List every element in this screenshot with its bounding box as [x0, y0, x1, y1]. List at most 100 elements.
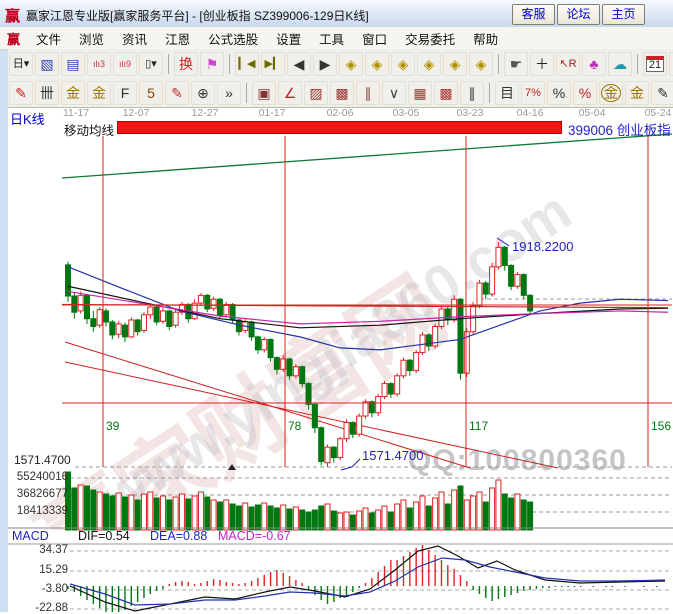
gann-count-label-117: 117 — [469, 419, 489, 433]
price-annotation-1571.4700: 1571.4700 — [362, 448, 424, 463]
calendar-icon[interactable]: 21 — [643, 52, 667, 76]
menu-item-公式选股[interactable]: 公式选股 — [208, 32, 259, 47]
magic-tool-icon[interactable]: ♣ — [582, 52, 606, 76]
brush-icon[interactable]: ✎ — [9, 81, 33, 105]
more-chevron-icon: » — [225, 85, 233, 101]
ruler-pen-icon[interactable]: ✎ — [651, 81, 673, 105]
chart-9-icon[interactable]: ılı9 — [113, 52, 137, 76]
vee-line-icon: ∨ — [388, 85, 400, 101]
menu-item-文件[interactable]: 文件 — [36, 32, 62, 47]
calculator-icon[interactable]: ▦ — [669, 52, 673, 76]
f-grid-icon: F — [120, 85, 130, 101]
compress-left-icon[interactable]: ◈ — [339, 52, 363, 76]
left-frame-strip — [0, 49, 8, 612]
volume-axis-label: 36826677 — [16, 488, 68, 500]
compress-right-icon[interactable]: ◈ — [365, 52, 389, 76]
percent-lines-icon[interactable]: % — [573, 81, 597, 105]
gann-grid-icon: 卌 — [40, 85, 54, 101]
gold-grid-icon[interactable]: 金 — [61, 81, 85, 105]
boxed-grid-icon[interactable]: ▩ — [330, 81, 354, 105]
color-flag-icon[interactable]: ⚑ — [200, 52, 224, 76]
crosshair-icon[interactable]: ＋ — [530, 52, 554, 76]
circle-grid-icon: ⊕ — [197, 85, 209, 101]
zoom-out-icon[interactable]: ◈ — [391, 52, 415, 76]
next-page-button-icon: ▶ — [319, 56, 331, 72]
percent-lines-icon: % — [578, 85, 592, 101]
macd-dif-value: DIF=0.54 — [78, 529, 130, 543]
f-grid-icon[interactable]: F — [113, 81, 137, 105]
titlebar-button-客服[interactable]: 客服 — [512, 4, 555, 25]
date-label-12-07: 12-07 — [122, 107, 150, 119]
color-flag-icon: ⚑ — [205, 56, 219, 72]
parallel-lines-icon[interactable]: ∥ — [460, 81, 484, 105]
region-select-icon[interactable]: ↖R — [556, 52, 580, 76]
macd-axis-label: 15.29 — [39, 564, 68, 576]
date-label-03-23: 03-23 — [456, 107, 484, 119]
toolbar-separator — [246, 83, 247, 103]
box-tool-icon[interactable]: ▣ — [252, 81, 276, 105]
boxed-fan-icon[interactable]: ▨ — [304, 81, 328, 105]
candle-style-selector[interactable]: ▯▾ — [139, 52, 163, 76]
titlebar-button-主页[interactable]: 主页 — [602, 4, 645, 25]
info-icon[interactable]: ▤ — [61, 52, 85, 76]
expand-icon[interactable]: ◈ — [443, 52, 467, 76]
menu-item-交易委托[interactable]: 交易委托 — [405, 32, 456, 47]
slant-lines-icon[interactable]: ∥ — [356, 81, 380, 105]
menu-item-浏览[interactable]: 浏览 — [79, 32, 105, 47]
vee-line-icon[interactable]: ∨ — [382, 81, 406, 105]
period-day-selector-icon: 日▾ — [12, 57, 30, 70]
symbol-label: 399006 创业板指 — [568, 123, 671, 138]
date-label-05-04: 05-04 — [578, 107, 606, 119]
circle-gold-icon[interactable]: 金 — [599, 81, 623, 105]
gold-grid2-icon[interactable]: 金 — [87, 81, 111, 105]
fan-lines-icon[interactable]: ∠ — [278, 81, 302, 105]
boxed-grid-icon: ▩ — [335, 85, 349, 101]
titlebar-button-论坛[interactable]: 论坛 — [557, 4, 600, 25]
exchange-icon[interactable]: 换 — [174, 52, 198, 76]
zoom-in-icon[interactable]: ◈ — [417, 52, 441, 76]
gann-grid-icon[interactable]: 卌 — [35, 81, 59, 105]
chart-3-icon[interactable]: ılı3 — [87, 52, 111, 76]
prev-page-button[interactable]: ◀ — [287, 52, 311, 76]
five-grid-icon[interactable]: 5 — [139, 81, 163, 105]
pan-hand-icon: ☛ — [509, 56, 523, 72]
volume-axis-label: 18413339 — [16, 505, 68, 517]
stats-bars-icon[interactable]: 目 — [495, 81, 519, 105]
menu-item-窗口[interactable]: 窗口 — [362, 32, 388, 47]
menu-item-设置[interactable]: 设置 — [276, 32, 302, 47]
last-page-button[interactable]: ▶▎ — [261, 52, 285, 76]
menu-item-工具[interactable]: 工具 — [319, 32, 345, 47]
parallel-lines-icon: ∥ — [468, 85, 476, 101]
pan-hand-icon[interactable]: ☛ — [504, 52, 528, 76]
gold-lines-icon[interactable]: 金 — [625, 81, 649, 105]
macd-panel-label: MACD — [12, 529, 49, 543]
full-view-icon[interactable]: ◈ — [469, 52, 493, 76]
chart-9-icon: ılı9 — [118, 58, 131, 69]
toolbar-separator — [229, 54, 230, 74]
menu-item-资讯[interactable]: 资讯 — [122, 32, 148, 47]
network-icon[interactable]: ▧ — [35, 52, 59, 76]
gann-count-label-39: 39 — [106, 419, 120, 433]
period-day-selector[interactable]: 日▾ — [9, 52, 33, 76]
volume-axis-label: 55240016 — [16, 471, 68, 483]
more-chevron[interactable]: » — [217, 81, 241, 105]
exchange-icon: 换 — [179, 56, 193, 72]
menu-item-帮助[interactable]: 帮助 — [473, 32, 499, 47]
percent-icon[interactable]: % — [547, 81, 571, 105]
red-grid2-icon[interactable]: ▩ — [434, 81, 458, 105]
toolbar-separator — [168, 54, 169, 74]
marker-icon[interactable]: ✎ — [165, 81, 189, 105]
zoom-in-icon: ◈ — [423, 56, 435, 72]
menu-item-江恩[interactable]: 江恩 — [165, 32, 191, 47]
percent7-icon[interactable]: 7% — [521, 81, 545, 105]
first-page-button[interactable]: ▎◀ — [235, 52, 259, 76]
circle-grid-icon[interactable]: ⊕ — [191, 81, 215, 105]
watermark-layer: 赢家财富网 www.yingjia360.com QQ:100800360 — [8, 136, 673, 530]
date-label-04-16: 04-16 — [516, 107, 544, 119]
red-grid-icon[interactable]: ▦ — [408, 81, 432, 105]
brain-icon[interactable]: ☁ — [608, 52, 632, 76]
ruler-pen-icon: ✎ — [657, 85, 669, 101]
gold-lines-icon: 金 — [630, 85, 644, 101]
next-page-button[interactable]: ▶ — [313, 52, 337, 76]
